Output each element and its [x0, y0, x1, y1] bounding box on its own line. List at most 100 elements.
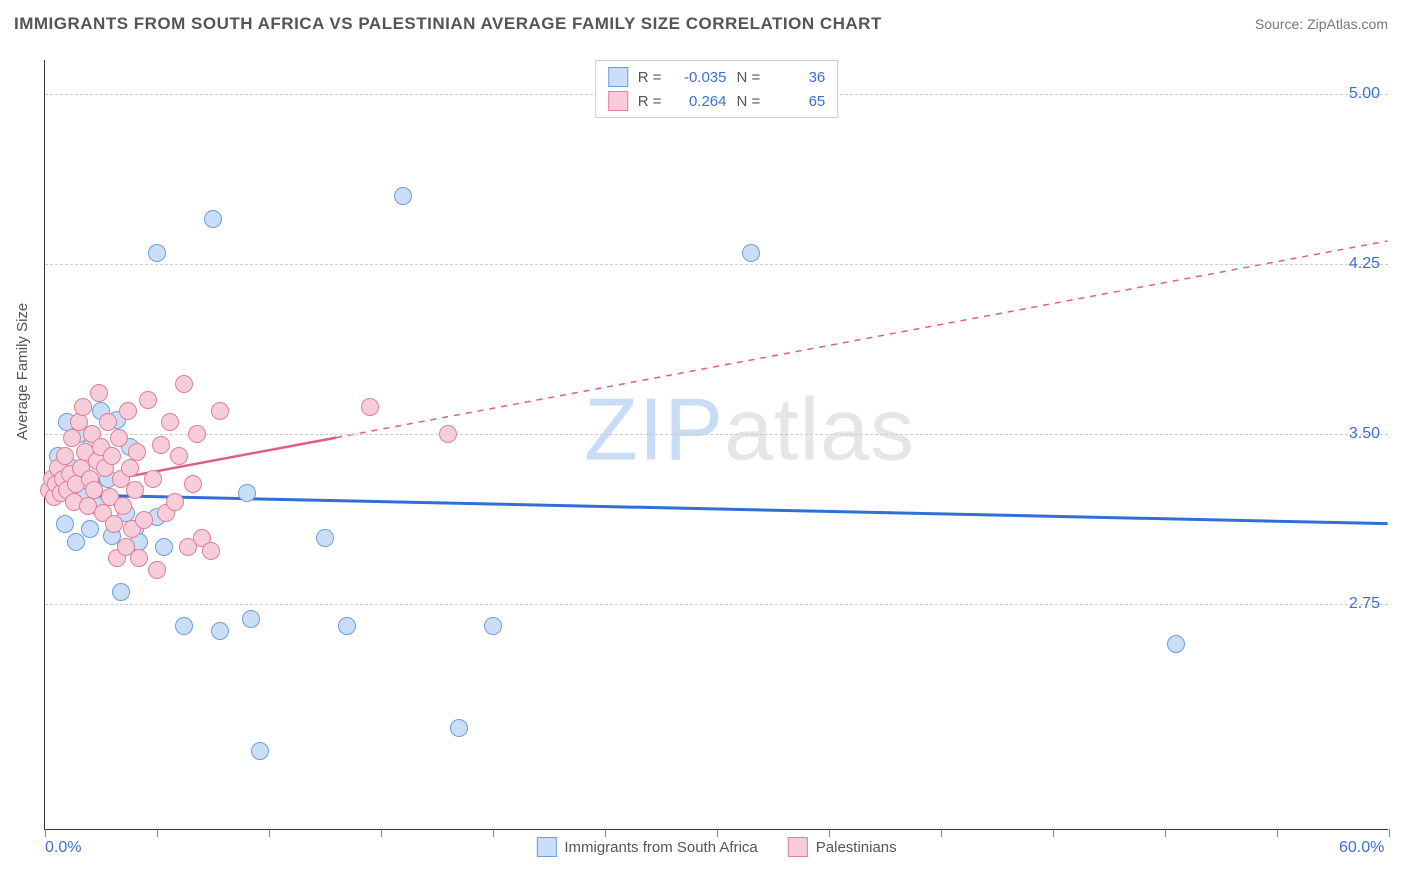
legend-series: Immigrants from South Africa Palestinian…: [536, 837, 896, 857]
y-tick-label: 5.00: [1349, 85, 1380, 103]
legend-swatch-series-1: [788, 837, 808, 857]
scatter-point: [439, 425, 457, 443]
x-tick: [381, 829, 382, 837]
scatter-point: [152, 436, 170, 454]
source-prefix: Source:: [1255, 16, 1307, 32]
scatter-point: [130, 549, 148, 567]
x-tick: [1389, 829, 1390, 837]
legend-item-series-0: Immigrants from South Africa: [536, 837, 757, 857]
scatter-point: [166, 493, 184, 511]
scatter-point: [251, 742, 269, 760]
scatter-point: [155, 538, 173, 556]
scatter-point: [103, 447, 121, 465]
scatter-plot: ZIPatlas R = -0.035 N = 36 R = 0.264 N =…: [44, 60, 1388, 830]
scatter-point: [361, 398, 379, 416]
scatter-point: [175, 375, 193, 393]
scatter-point: [148, 561, 166, 579]
scatter-point: [211, 402, 229, 420]
scatter-point: [148, 244, 166, 262]
legend-swatch-series-0: [608, 67, 628, 87]
watermark: ZIPatlas: [584, 378, 915, 480]
y-tick-label: 2.75: [1349, 595, 1380, 613]
scatter-point: [74, 398, 92, 416]
legend-n-value-0: 36: [770, 69, 825, 86]
scatter-point: [161, 413, 179, 431]
scatter-point: [238, 484, 256, 502]
legend-stats-row: R = 0.264 N = 65: [608, 89, 826, 113]
legend-r-value-0: -0.035: [672, 69, 727, 86]
y-axis-label: Average Family Size: [14, 303, 31, 440]
scatter-point: [170, 447, 188, 465]
scatter-point: [105, 515, 123, 533]
legend-stats-row: R = -0.035 N = 36: [608, 65, 826, 89]
scatter-point: [56, 515, 74, 533]
x-tick: [605, 829, 606, 837]
trend-line-dashed: [336, 241, 1387, 438]
chart-title: IMMIGRANTS FROM SOUTH AFRICA VS PALESTIN…: [14, 14, 882, 34]
legend-stats: R = -0.035 N = 36 R = 0.264 N = 65: [595, 60, 839, 118]
scatter-point: [81, 520, 99, 538]
scatter-point: [135, 511, 153, 529]
x-tick: [941, 829, 942, 837]
legend-swatch-series-0: [536, 837, 556, 857]
y-tick-label: 4.25: [1349, 255, 1380, 273]
scatter-point: [211, 622, 229, 640]
scatter-point: [202, 542, 220, 560]
scatter-point: [184, 475, 202, 493]
scatter-point: [338, 617, 356, 635]
scatter-point: [67, 533, 85, 551]
x-tick: [493, 829, 494, 837]
scatter-point: [742, 244, 760, 262]
watermark-zip: ZIP: [584, 379, 724, 478]
legend-label-series-0: Immigrants from South Africa: [564, 839, 757, 856]
scatter-point: [90, 384, 108, 402]
x-tick: [45, 829, 46, 837]
scatter-point: [56, 447, 74, 465]
grid-line: [45, 264, 1388, 265]
scatter-point: [139, 391, 157, 409]
legend-label-series-1: Palestinians: [816, 839, 897, 856]
trend-lines-layer: [45, 60, 1388, 829]
x-tick-label: 60.0%: [1339, 839, 1384, 857]
x-tick: [1165, 829, 1166, 837]
x-tick: [269, 829, 270, 837]
legend-r-label: R =: [638, 69, 662, 86]
scatter-point: [119, 402, 137, 420]
x-tick: [157, 829, 158, 837]
scatter-point: [1167, 635, 1185, 653]
scatter-point: [110, 429, 128, 447]
scatter-point: [204, 210, 222, 228]
source-attribution: Source: ZipAtlas.com: [1255, 16, 1388, 32]
legend-r-value-1: 0.264: [672, 93, 727, 110]
legend-r-label: R =: [638, 93, 662, 110]
watermark-atlas: atlas: [724, 379, 915, 478]
x-tick: [1053, 829, 1054, 837]
grid-line: [45, 604, 1388, 605]
x-tick-label: 0.0%: [45, 839, 81, 857]
legend-n-label: N =: [737, 69, 761, 86]
scatter-point: [175, 617, 193, 635]
scatter-point: [126, 481, 144, 499]
scatter-point: [316, 529, 334, 547]
scatter-point: [121, 459, 139, 477]
x-tick: [717, 829, 718, 837]
scatter-point: [128, 443, 146, 461]
scatter-point: [114, 497, 132, 515]
scatter-point: [242, 610, 260, 628]
x-tick: [1277, 829, 1278, 837]
scatter-point: [450, 719, 468, 737]
scatter-point: [394, 187, 412, 205]
legend-swatch-series-1: [608, 91, 628, 111]
source-link[interactable]: ZipAtlas.com: [1307, 16, 1388, 32]
scatter-point: [144, 470, 162, 488]
scatter-point: [112, 583, 130, 601]
scatter-point: [484, 617, 502, 635]
scatter-point: [99, 413, 117, 431]
scatter-point: [188, 425, 206, 443]
x-tick: [829, 829, 830, 837]
legend-item-series-1: Palestinians: [788, 837, 897, 857]
legend-n-value-1: 65: [770, 93, 825, 110]
y-tick-label: 3.50: [1349, 425, 1380, 443]
grid-line: [45, 434, 1388, 435]
legend-n-label: N =: [737, 93, 761, 110]
